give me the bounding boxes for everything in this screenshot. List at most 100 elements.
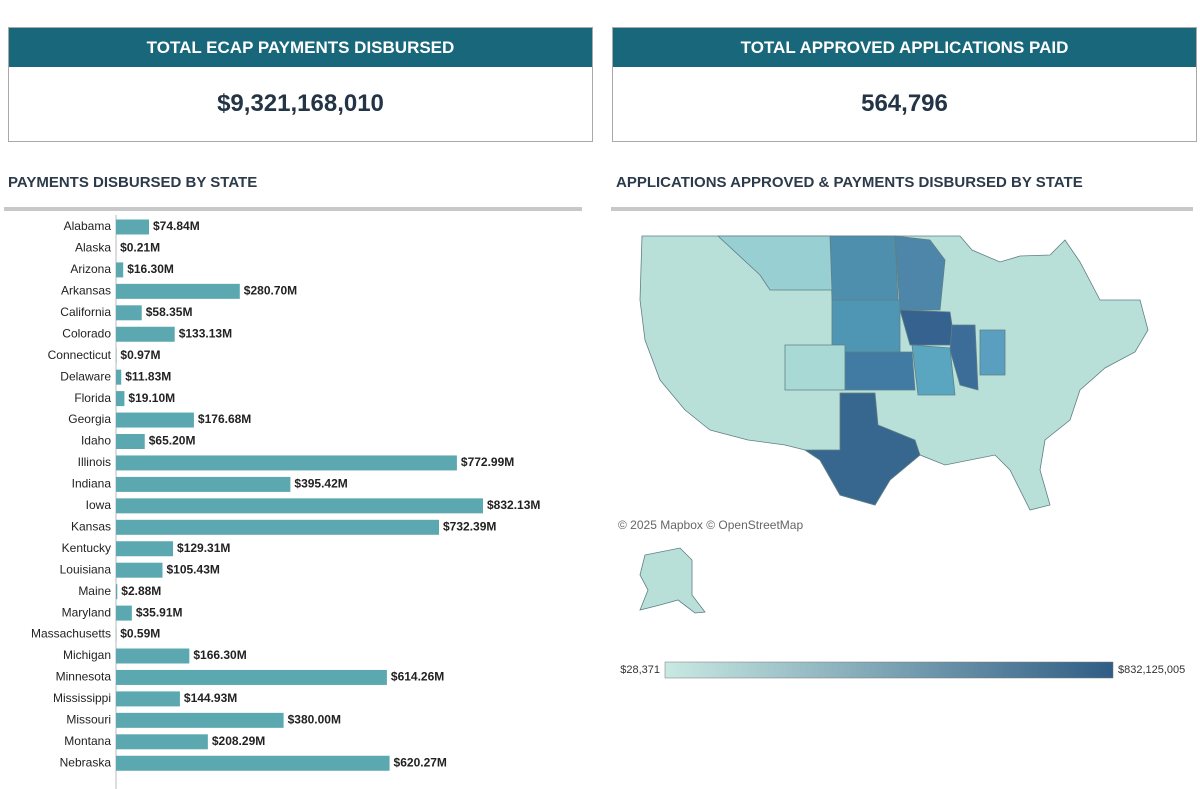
value-label: $129.31M [177, 541, 230, 555]
value-label: $19.10M [128, 391, 175, 405]
kpi-value: $9,321,168,010 [217, 90, 384, 117]
bar [116, 412, 194, 428]
state-shape [829, 235, 899, 301]
bar [116, 262, 124, 278]
category-label: Arkansas [61, 284, 111, 298]
bar [116, 498, 483, 514]
bar [116, 605, 132, 621]
bar [116, 648, 190, 664]
value-label: $0.59M [120, 627, 160, 641]
category-label: Arizona [70, 262, 111, 276]
value-label: $133.13M [179, 326, 232, 340]
value-label: $166.30M [193, 648, 246, 662]
bar [116, 326, 175, 342]
map: © 2025 Mapbox © OpenStreetMap $28,371 $8… [618, 235, 1185, 679]
state-shape [803, 392, 921, 506]
value-label: $772.99M [461, 455, 514, 469]
category-label: Maine [78, 584, 111, 598]
category-label: Maryland [62, 605, 111, 619]
value-label: $380.00M [288, 713, 341, 727]
alaska [639, 547, 706, 614]
state-shape [844, 351, 916, 391]
bar [116, 734, 208, 750]
value-label: $832.13M [487, 498, 540, 512]
category-label: Mississippi [53, 691, 111, 705]
state-shape [899, 309, 956, 346]
value-label: $74.84M [153, 219, 200, 233]
value-label: $2.88M [121, 584, 161, 598]
category-label: Michigan [63, 648, 111, 662]
bar [116, 691, 180, 707]
category-label: Louisiana [60, 562, 112, 576]
value-label: $176.68M [198, 412, 251, 426]
category-label: Alabama [64, 219, 112, 233]
state-shape [716, 235, 833, 291]
category-label: Alaska [75, 241, 111, 255]
value-label: $732.39M [443, 519, 496, 533]
category-label: Montana [64, 734, 111, 748]
category-label: California [60, 305, 111, 319]
section-title: APPLICATIONS APPROVED & PAYMENTS DISBURS… [616, 174, 1083, 191]
category-label: Iowa [86, 498, 112, 512]
legend-max-label: $832,125,005 [1118, 664, 1185, 676]
bar [116, 541, 174, 557]
category-label: Delaware [60, 369, 111, 383]
bar [116, 434, 145, 449]
color-legend [664, 661, 1114, 679]
bar [116, 219, 150, 235]
kpi-value: 564,796 [861, 90, 948, 117]
value-label: $144.93M [184, 691, 237, 705]
value-label: $58.35M [146, 305, 193, 319]
value-label: $11.83M [125, 369, 171, 383]
value-label: $105.43M [166, 562, 219, 576]
state-shape [894, 235, 946, 311]
category-label: Illinois [78, 455, 111, 469]
value-label: $620.27M [394, 755, 447, 769]
section-title: PAYMENTS DISBURSED BY STATE [8, 174, 258, 191]
bar-chart: Alabama $74.84M Alaska $0.21M Arizona $16.30M… [31, 215, 540, 789]
state-shape [949, 324, 979, 391]
bar [116, 305, 142, 321]
bar [116, 562, 163, 578]
bar [116, 476, 291, 492]
kpi-title: TOTAL APPROVED APPLICATIONS PAID [613, 28, 1196, 67]
bar [116, 519, 440, 535]
category-label: Minnesota [56, 670, 112, 684]
state-shape [911, 344, 956, 396]
category-label: Massachusetts [31, 627, 111, 641]
category-label: Georgia [68, 412, 111, 426]
value-label: $0.97M [120, 348, 160, 362]
kpi-card: TOTAL APPROVED APPLICATIONS PAID 564,796 [612, 27, 1197, 142]
state-shape [831, 299, 901, 353]
legend-min-label: $28,371 [620, 664, 660, 676]
bar [116, 584, 118, 600]
bar [116, 391, 125, 407]
value-label: $35.91M [136, 605, 183, 619]
bar [116, 369, 122, 385]
state-shape [784, 344, 846, 391]
value-label: $0.21M [120, 241, 160, 255]
us-map [639, 235, 1149, 511]
bar [116, 455, 457, 471]
value-label: $280.70M [244, 284, 297, 298]
category-label: Connecticut [48, 348, 112, 362]
divider [4, 207, 582, 211]
category-label: Idaho [81, 434, 111, 448]
value-label: $395.42M [294, 477, 347, 491]
category-label: Nebraska [60, 755, 112, 769]
bar [116, 755, 390, 771]
bar [116, 283, 240, 299]
value-label: $16.30M [127, 262, 174, 276]
state-shape [979, 329, 1006, 376]
category-label: Missouri [66, 713, 111, 727]
bar [116, 669, 387, 685]
category-label: Indiana [72, 477, 112, 491]
value-label: $65.20M [149, 434, 196, 448]
category-label: Florida [74, 391, 111, 405]
value-label: $208.29M [212, 734, 265, 748]
divider [611, 207, 1193, 211]
kpi-card: TOTAL ECAP PAYMENTS DISBURSED $9,321,168… [8, 27, 593, 142]
bar [116, 712, 284, 728]
category-label: Colorado [62, 326, 111, 340]
